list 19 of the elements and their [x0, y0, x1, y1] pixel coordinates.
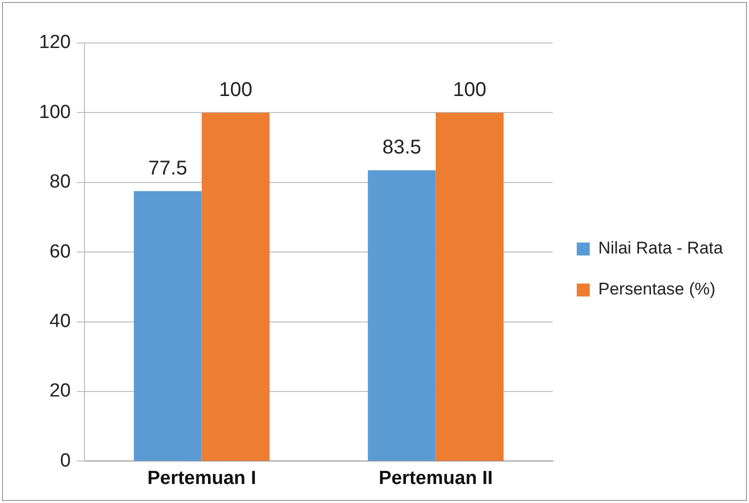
x-tick-label: Pertemuan II	[378, 468, 493, 489]
bar	[202, 112, 270, 461]
y-tick-label: 80	[50, 172, 71, 193]
legend-label: Persentase (%)	[598, 280, 716, 299]
y-tick-label: 0	[60, 450, 71, 472]
y-tick-label: 60	[50, 241, 71, 262]
y-tick-label: 120	[39, 32, 71, 54]
y-tick-label: 100	[39, 102, 71, 123]
data-label: 100	[218, 79, 252, 102]
legend-label: Nilai Rata - Rata	[598, 238, 724, 258]
data-label: 100	[452, 79, 486, 102]
x-tick-label: Pertemuan I	[147, 468, 256, 489]
bar	[436, 112, 504, 461]
data-label: 83.5	[382, 136, 422, 159]
data-label: 77.5	[148, 158, 188, 180]
y-tick-label: 40	[50, 311, 71, 332]
y-tick-label: 20	[50, 380, 71, 402]
bar	[134, 191, 202, 461]
bar	[368, 170, 436, 461]
